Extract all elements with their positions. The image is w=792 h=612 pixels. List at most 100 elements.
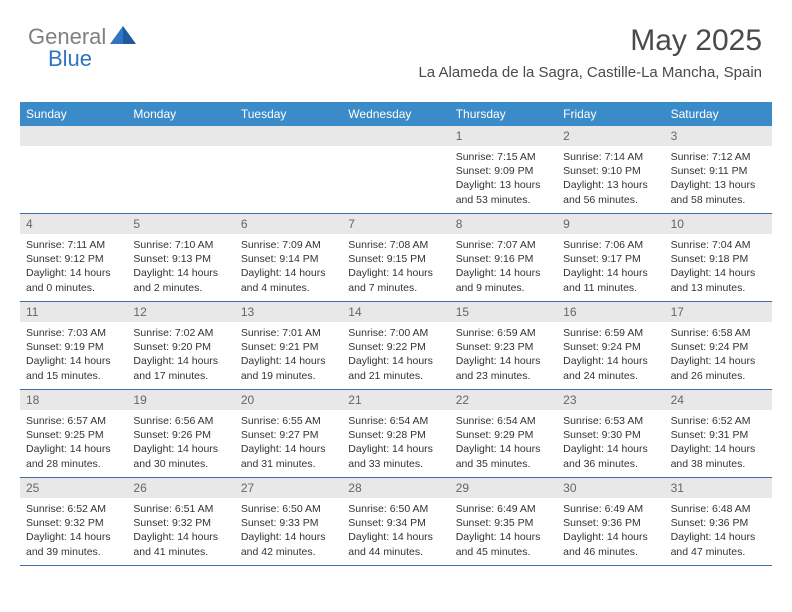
info-line: and 11 minutes. <box>563 281 658 295</box>
info-line: Sunrise: 6:58 AM <box>671 326 766 340</box>
info-line: and 17 minutes. <box>133 369 228 383</box>
day-cell: 7Sunrise: 7:08 AMSunset: 9:15 PMDaylight… <box>342 214 449 302</box>
info-line: Daylight: 14 hours <box>348 354 443 368</box>
page-title: May 2025 <box>418 24 762 58</box>
info-line: Sunrise: 6:54 AM <box>456 414 551 428</box>
info-line: Daylight: 14 hours <box>133 530 228 544</box>
day-number: 4 <box>20 214 127 234</box>
day-cell: 30Sunrise: 6:49 AMSunset: 9:36 PMDayligh… <box>557 478 664 566</box>
info-line: and 23 minutes. <box>456 369 551 383</box>
day-cell: 8Sunrise: 7:07 AMSunset: 9:16 PMDaylight… <box>450 214 557 302</box>
info-line: Daylight: 13 hours <box>456 178 551 192</box>
info-line: Sunrise: 7:00 AM <box>348 326 443 340</box>
day-info: Sunrise: 7:10 AMSunset: 9:13 PMDaylight:… <box>127 234 234 301</box>
info-line: and 42 minutes. <box>241 545 336 559</box>
day-number: 19 <box>127 390 234 410</box>
weekday-label: Wednesday <box>342 102 449 126</box>
weekday-label: Tuesday <box>235 102 342 126</box>
info-line: Sunrise: 7:07 AM <box>456 238 551 252</box>
day-number-empty <box>20 126 127 146</box>
info-line: Daylight: 14 hours <box>133 354 228 368</box>
info-line: Daylight: 14 hours <box>241 530 336 544</box>
day-number: 17 <box>665 302 772 322</box>
info-line: Daylight: 14 hours <box>241 266 336 280</box>
info-line: Daylight: 14 hours <box>133 442 228 456</box>
day-info: Sunrise: 7:04 AMSunset: 9:18 PMDaylight:… <box>665 234 772 301</box>
info-line: Sunrise: 7:10 AM <box>133 238 228 252</box>
week-row: 11Sunrise: 7:03 AMSunset: 9:19 PMDayligh… <box>20 302 772 390</box>
weeks-container: 1Sunrise: 7:15 AMSunset: 9:09 PMDaylight… <box>20 126 772 566</box>
day-cell: 25Sunrise: 6:52 AMSunset: 9:32 PMDayligh… <box>20 478 127 566</box>
day-cell: 2Sunrise: 7:14 AMSunset: 9:10 PMDaylight… <box>557 126 664 214</box>
info-line: Sunrise: 6:50 AM <box>348 502 443 516</box>
day-info: Sunrise: 6:55 AMSunset: 9:27 PMDaylight:… <box>235 410 342 477</box>
info-line: Sunrise: 6:52 AM <box>26 502 121 516</box>
info-line: and 4 minutes. <box>241 281 336 295</box>
info-line: Sunrise: 7:08 AM <box>348 238 443 252</box>
page-header: May 2025 La Alameda de la Sagra, Castill… <box>418 24 762 81</box>
info-line: Daylight: 14 hours <box>456 442 551 456</box>
info-line: Sunset: 9:32 PM <box>26 516 121 530</box>
info-line: and 15 minutes. <box>26 369 121 383</box>
info-line: Daylight: 14 hours <box>563 530 658 544</box>
day-number: 5 <box>127 214 234 234</box>
day-info: Sunrise: 6:50 AMSunset: 9:33 PMDaylight:… <box>235 498 342 565</box>
day-cell: 23Sunrise: 6:53 AMSunset: 9:30 PMDayligh… <box>557 390 664 478</box>
info-line: Sunset: 9:25 PM <box>26 428 121 442</box>
day-cell: 26Sunrise: 6:51 AMSunset: 9:32 PMDayligh… <box>127 478 234 566</box>
day-info: Sunrise: 6:50 AMSunset: 9:34 PMDaylight:… <box>342 498 449 565</box>
day-number: 6 <box>235 214 342 234</box>
info-line: Sunset: 9:21 PM <box>241 340 336 354</box>
info-line: Sunset: 9:13 PM <box>133 252 228 266</box>
info-line: and 58 minutes. <box>671 193 766 207</box>
day-cell: 5Sunrise: 7:10 AMSunset: 9:13 PMDaylight… <box>127 214 234 302</box>
info-line: Sunrise: 6:48 AM <box>671 502 766 516</box>
info-line: Sunset: 9:26 PM <box>133 428 228 442</box>
day-info: Sunrise: 7:07 AMSunset: 9:16 PMDaylight:… <box>450 234 557 301</box>
info-line: and 38 minutes. <box>671 457 766 471</box>
day-number: 8 <box>450 214 557 234</box>
day-info: Sunrise: 6:52 AMSunset: 9:32 PMDaylight:… <box>20 498 127 565</box>
day-cell: 22Sunrise: 6:54 AMSunset: 9:29 PMDayligh… <box>450 390 557 478</box>
info-line: Sunset: 9:34 PM <box>348 516 443 530</box>
day-number: 27 <box>235 478 342 498</box>
info-line: Sunrise: 6:57 AM <box>26 414 121 428</box>
info-line: Sunrise: 6:53 AM <box>563 414 658 428</box>
day-info: Sunrise: 6:54 AMSunset: 9:28 PMDaylight:… <box>342 410 449 477</box>
info-line: Sunrise: 7:14 AM <box>563 150 658 164</box>
info-line: Sunset: 9:27 PM <box>241 428 336 442</box>
day-info: Sunrise: 6:49 AMSunset: 9:35 PMDaylight:… <box>450 498 557 565</box>
day-number: 28 <box>342 478 449 498</box>
info-line: Sunset: 9:32 PM <box>133 516 228 530</box>
info-line: Daylight: 14 hours <box>241 354 336 368</box>
day-cell: 6Sunrise: 7:09 AMSunset: 9:14 PMDaylight… <box>235 214 342 302</box>
info-line: Sunset: 9:10 PM <box>563 164 658 178</box>
day-number: 21 <box>342 390 449 410</box>
day-info: Sunrise: 7:02 AMSunset: 9:20 PMDaylight:… <box>127 322 234 389</box>
day-number: 22 <box>450 390 557 410</box>
day-info: Sunrise: 7:11 AMSunset: 9:12 PMDaylight:… <box>20 234 127 301</box>
day-cell: 17Sunrise: 6:58 AMSunset: 9:24 PMDayligh… <box>665 302 772 390</box>
day-number-empty <box>235 126 342 146</box>
day-info: Sunrise: 6:56 AMSunset: 9:26 PMDaylight:… <box>127 410 234 477</box>
info-line: and 7 minutes. <box>348 281 443 295</box>
day-cell: 4Sunrise: 7:11 AMSunset: 9:12 PMDaylight… <box>20 214 127 302</box>
day-info: Sunrise: 7:08 AMSunset: 9:15 PMDaylight:… <box>342 234 449 301</box>
brand-text-blue-wrap: Blue <box>48 46 92 72</box>
info-line: and 39 minutes. <box>26 545 121 559</box>
info-line: Sunrise: 7:02 AM <box>133 326 228 340</box>
weekday-label: Friday <box>557 102 664 126</box>
info-line: and 19 minutes. <box>241 369 336 383</box>
day-number: 31 <box>665 478 772 498</box>
info-line: Sunrise: 7:04 AM <box>671 238 766 252</box>
day-number: 10 <box>665 214 772 234</box>
day-number: 18 <box>20 390 127 410</box>
info-line: Daylight: 14 hours <box>671 266 766 280</box>
info-line: Sunrise: 7:09 AM <box>241 238 336 252</box>
info-line: Sunrise: 6:55 AM <box>241 414 336 428</box>
day-number: 24 <box>665 390 772 410</box>
day-cell: 10Sunrise: 7:04 AMSunset: 9:18 PMDayligh… <box>665 214 772 302</box>
info-line: Daylight: 14 hours <box>671 530 766 544</box>
info-line: Sunset: 9:31 PM <box>671 428 766 442</box>
day-number: 16 <box>557 302 664 322</box>
